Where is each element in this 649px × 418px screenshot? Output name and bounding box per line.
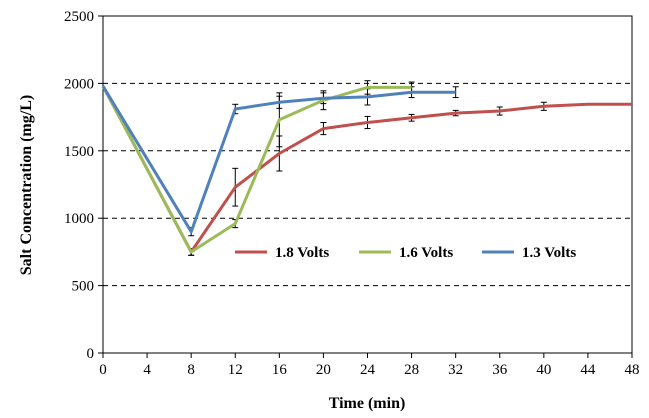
x-tick-label: 28 <box>404 362 419 378</box>
x-tick-label: 44 <box>580 362 596 378</box>
x-tick-label: 32 <box>448 362 463 378</box>
series-lines <box>101 85 632 254</box>
y-tick-label: 1000 <box>64 211 94 227</box>
x-tick-label: 12 <box>228 362 243 378</box>
x-tick-label: 20 <box>316 362 331 378</box>
x-tick-label: 16 <box>272 362 288 378</box>
y-axis: 0 500 1000 1500 2000 2500 <box>64 9 103 362</box>
legend-label: 1.6 Volts <box>399 245 453 261</box>
series-line <box>101 85 632 254</box>
y-tick-label: 1500 <box>64 144 94 160</box>
legend-label: 1.8 Volts <box>275 245 329 261</box>
legend: 1.8 Volts 1.6 Volts 1.3 Volts <box>235 245 576 261</box>
x-tick-label: 36 <box>492 362 508 378</box>
plot-area-frame <box>102 15 633 354</box>
series-line <box>101 85 412 254</box>
series-line <box>101 85 456 234</box>
y-tick-label: 500 <box>72 279 95 295</box>
y-tick-label: 0 <box>87 346 95 362</box>
x-tick-label: 24 <box>360 362 376 378</box>
x-axis: 0 4 8 12 16 20 24 28 32 36 40 44 48 <box>99 353 640 378</box>
legend-label: 1.3 Volts <box>522 245 576 261</box>
x-tick-label: 4 <box>143 362 151 378</box>
x-tick-label: 48 <box>625 362 640 378</box>
x-tick-label: 40 <box>536 362 551 378</box>
y-tick-label: 2000 <box>64 76 94 92</box>
x-axis-title: Time (min) <box>329 395 406 412</box>
y-tick-label: 2500 <box>64 9 94 25</box>
x-tick-label: 0 <box>99 362 107 378</box>
y-axis-title: Salt Concentration (mg/L) <box>18 95 35 275</box>
x-tick-label: 8 <box>187 362 195 378</box>
